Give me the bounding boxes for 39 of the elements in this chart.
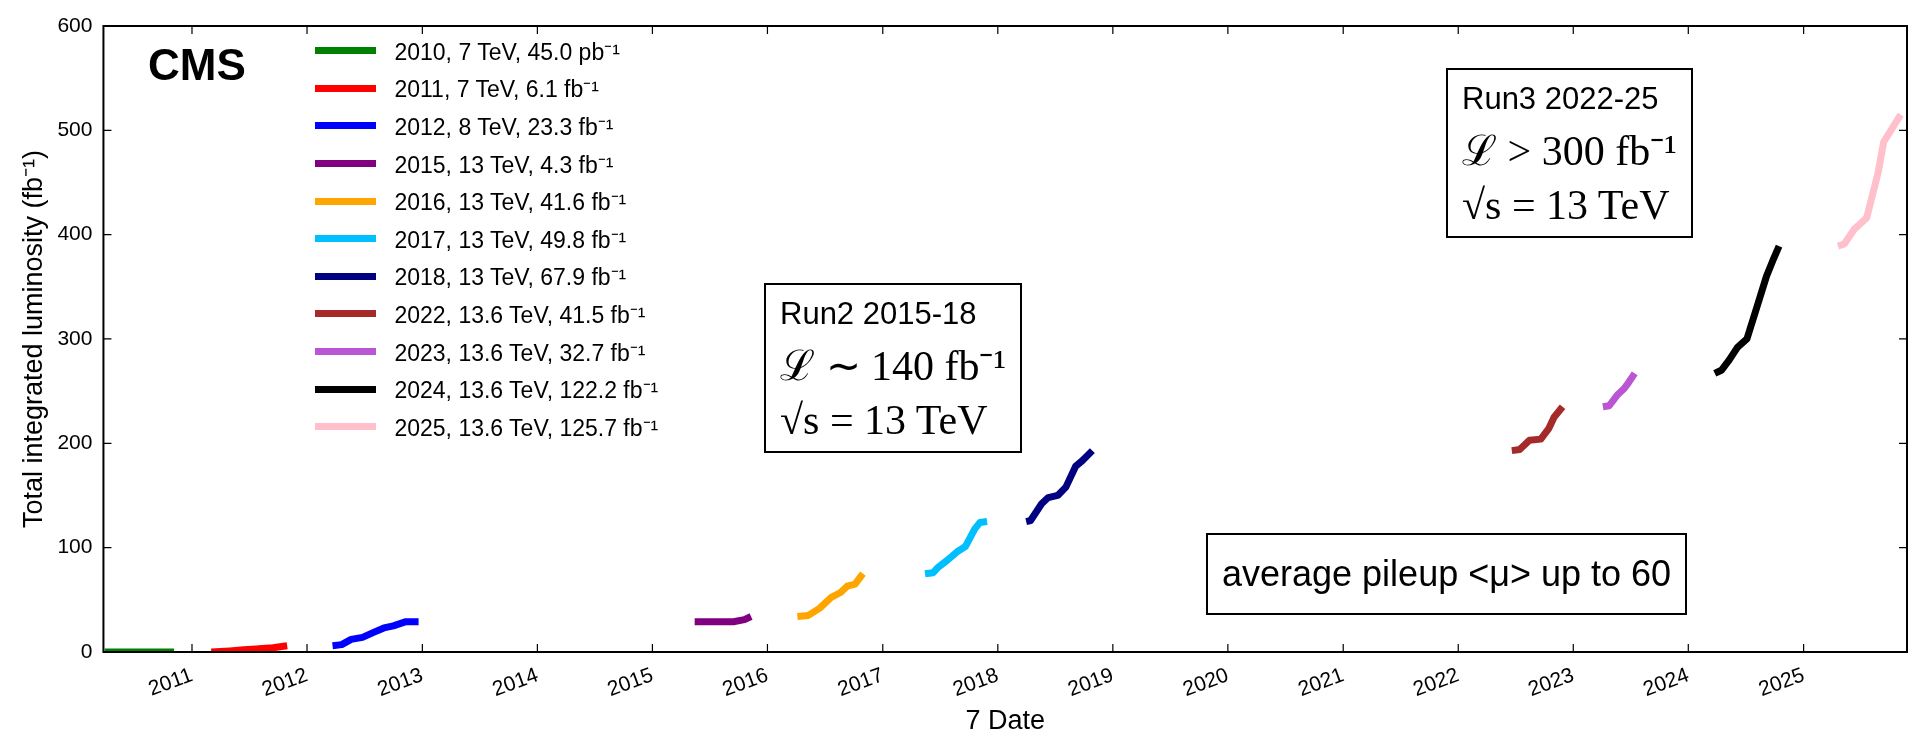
y-tick-label: 300 — [57, 325, 93, 349]
legend-label: 2024, 13.6 TeV, 122.2 fb⁻¹ — [394, 376, 659, 406]
x-tick-label: 2014 — [488, 662, 542, 700]
legend-label: 2011, 7 TeV, 6.1 fb⁻¹ — [394, 75, 599, 105]
annotation: average pileup <μ> up to 60 — [1222, 552, 1672, 596]
x-tick-label: 2017 — [834, 662, 887, 700]
x-tick-label: 2016 — [719, 662, 771, 700]
x-tick-label: 2020 — [1179, 662, 1232, 700]
annotation: Run2 2015-18 ℒ ∼ 140 fb⁻¹ √s = 13 TeV — [780, 295, 1007, 445]
legend-label: 2023, 13.6 TeV, 32.7 fb⁻¹ — [394, 338, 646, 368]
x-tick-label: 2015 — [604, 662, 656, 700]
x-tick-label: 2013 — [373, 662, 426, 700]
legend-label: 2025, 13.6 TeV, 125.7 fb⁻¹ — [394, 413, 659, 443]
y-axis-title: Total integrated luminosity (fb⁻¹) — [17, 149, 48, 529]
y-tick-label: 0 — [80, 638, 93, 662]
x-axis-title: 7 Date — [965, 705, 1045, 736]
annotation: Run3 2022-25 ℒ > 300 fb⁻¹ √s = 13 TeV — [1462, 80, 1677, 230]
y-tick-label: 600 — [57, 12, 93, 36]
x-tick-label: 2018 — [949, 662, 1002, 700]
x-tick-label: 2022 — [1409, 662, 1462, 700]
annotation: CMS — [148, 40, 246, 90]
legend-label: 2010, 7 TeV, 45.0 pb⁻¹ — [394, 37, 620, 67]
x-tick-label: 2025 — [1755, 662, 1807, 700]
y-tick-label: 200 — [57, 430, 93, 454]
x-tick-label: 2023 — [1524, 662, 1577, 700]
y-tick-label: 100 — [57, 534, 93, 558]
y-tick-label: 500 — [57, 117, 93, 141]
legend-label: 2022, 13.6 TeV, 41.5 fb⁻¹ — [394, 300, 646, 330]
legend-label: 2015, 13 TeV, 4.3 fb⁻¹ — [394, 150, 614, 180]
legend-label: 2018, 13 TeV, 67.9 fb⁻¹ — [394, 263, 627, 293]
legend-label: 2017, 13 TeV, 49.8 fb⁻¹ — [394, 225, 627, 255]
x-tick-label: 2024 — [1639, 662, 1692, 700]
legend-label: 2012, 8 TeV, 23.3 fb⁻¹ — [394, 113, 614, 142]
y-tick-label: 400 — [57, 221, 93, 245]
x-tick-label: 2011 — [145, 662, 196, 700]
x-tick-label: 2021 — [1294, 662, 1347, 700]
legend-label: 2016, 13 TeV, 41.6 fb⁻¹ — [394, 188, 627, 218]
x-tick-label: 2012 — [258, 662, 311, 700]
x-tick-label: 2019 — [1064, 662, 1117, 700]
